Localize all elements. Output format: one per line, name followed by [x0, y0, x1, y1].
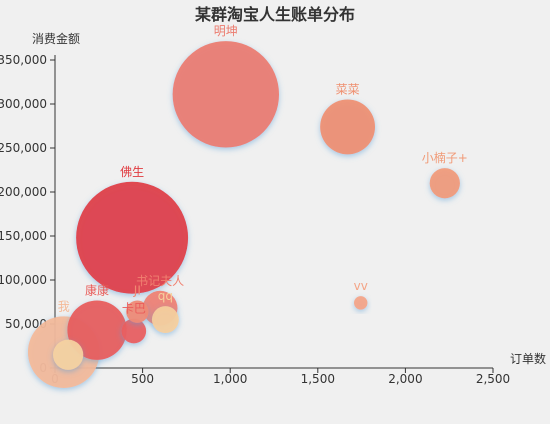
bubble[interactable]: [429, 168, 460, 199]
bubble-label: vv: [354, 279, 368, 293]
bubble-label: 我: [58, 299, 70, 313]
bubble-label: 康康: [85, 282, 109, 297]
bubble-label: 小楠子+: [422, 150, 468, 165]
bubble[interactable]: [76, 181, 189, 294]
bubble-label: 佛生: [120, 165, 144, 179]
x-tick-label: 1,000: [213, 372, 247, 386]
y-tick-label: 100,000: [0, 273, 47, 287]
bubble-label: 书记夫人: [136, 274, 184, 288]
bubble[interactable]: [354, 296, 368, 310]
y-tick-label: 200,000: [0, 185, 47, 199]
x-tick-label: 2,000: [388, 372, 422, 386]
x-tick-label: 500: [131, 372, 154, 386]
bubble[interactable]: [126, 300, 149, 323]
x-tick-label: 1,500: [301, 372, 335, 386]
y-tick-label: 250,000: [0, 141, 47, 155]
bubble[interactable]: [53, 339, 84, 370]
bubble[interactable]: [67, 300, 127, 360]
axis-ticks: 05001,0001,5002,0002,500050,000100,00015…: [0, 53, 510, 386]
bubbles: [27, 41, 460, 388]
y-tick-label: 150,000: [0, 229, 47, 243]
x-tick-label: 2,500: [476, 372, 510, 386]
y-tick-label: 300,000: [0, 97, 47, 111]
y-tick-label: 350,000: [0, 53, 47, 67]
chart-title: 某群淘宝人生账单分布: [194, 5, 355, 24]
bubble[interactable]: [320, 99, 376, 155]
bubble-label: 明坤: [214, 23, 238, 38]
bubble-label: JI: [133, 283, 141, 297]
x-axis-label: 订单数: [510, 351, 546, 366]
bubble-label: 卡巴: [122, 302, 146, 316]
y-axis-label: 消费金额: [32, 31, 80, 46]
bubble[interactable]: [151, 306, 179, 334]
bubble[interactable]: [121, 318, 147, 344]
bubble-label: 菜菜: [336, 82, 360, 96]
bubble-label: qq: [158, 289, 173, 303]
y-tick-label: 50,000: [5, 317, 47, 331]
bubble[interactable]: [172, 41, 280, 148]
